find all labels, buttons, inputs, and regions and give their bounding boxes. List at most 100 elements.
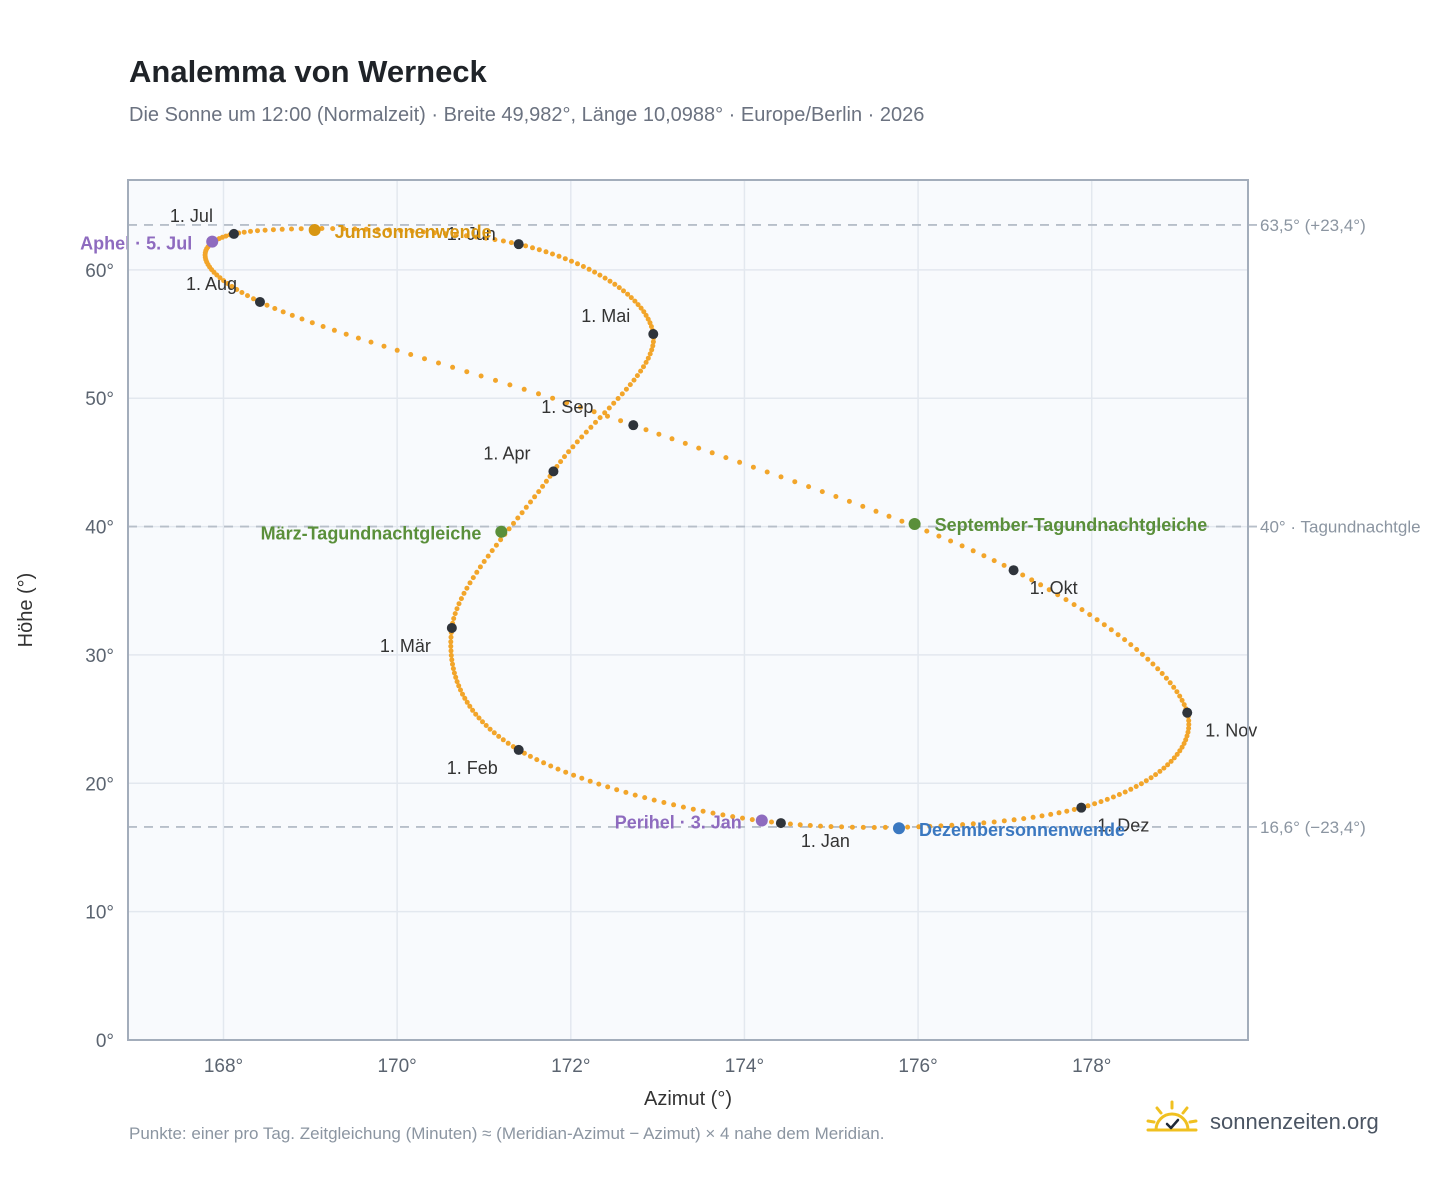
daily-point	[432, 230, 437, 236]
month-point	[228, 228, 239, 239]
event-label: Junisonnenwende	[335, 222, 492, 242]
daily-point	[272, 306, 278, 311]
daily-point	[1186, 718, 1192, 724]
daily-point	[916, 824, 922, 830]
daily-point	[635, 302, 641, 308]
brand[interactable]: sonnenzeiten.org	[1144, 1100, 1379, 1144]
daily-point	[558, 459, 564, 465]
daily-point	[828, 824, 834, 830]
daily-point	[571, 772, 577, 778]
month-label: 1. Feb	[447, 758, 498, 778]
daily-point	[470, 575, 476, 581]
daily-point	[270, 227, 276, 233]
daily-point	[1038, 582, 1044, 588]
daily-point	[750, 464, 756, 470]
daily-point	[709, 450, 715, 456]
daily-point	[398, 228, 404, 234]
daily-point	[650, 339, 656, 345]
event-markers: Junisonnenwende Dezembersonnenwende März-T…	[80, 222, 1207, 840]
daily-point	[849, 824, 855, 830]
daily-point	[532, 494, 538, 500]
daily-point	[564, 400, 570, 406]
daily-point	[1020, 572, 1026, 578]
daily-point	[1128, 786, 1134, 792]
daily-point	[221, 278, 227, 284]
daily-point	[464, 369, 470, 375]
daily-point	[298, 226, 304, 232]
daily-point	[540, 483, 546, 489]
daily-point	[1029, 577, 1035, 583]
daily-point	[248, 228, 253, 234]
daily-point	[671, 802, 677, 808]
daily-point	[448, 643, 454, 649]
daily-point	[309, 320, 315, 326]
daily-point	[680, 804, 686, 810]
daily-point	[493, 377, 498, 383]
daily-point	[341, 226, 347, 232]
daily-point	[661, 800, 667, 805]
daily-point	[614, 787, 620, 793]
daily-point	[1101, 622, 1107, 628]
daily-point	[462, 695, 468, 701]
daily-point	[797, 822, 803, 828]
daily-point	[229, 284, 235, 289]
daily-point	[924, 528, 930, 534]
daily-point	[536, 489, 542, 495]
daily-point	[1179, 697, 1185, 703]
brand-name[interactable]: sonnenzeiten.org	[1210, 1109, 1379, 1134]
daily-point	[1148, 775, 1154, 781]
daily-point	[959, 543, 965, 549]
daily-point	[621, 288, 626, 294]
daily-point	[461, 590, 467, 596]
daily-point	[489, 548, 495, 554]
daily-point	[1055, 592, 1061, 598]
daily-point	[239, 290, 245, 295]
daily-point	[1104, 796, 1110, 802]
daily-point	[451, 670, 457, 676]
daily-point	[886, 513, 892, 519]
daily-point	[611, 400, 617, 406]
daily-point	[616, 285, 622, 291]
chart-subtitle: Die Sonne um 12:00 (Normalzeit) · Breite…	[129, 104, 925, 126]
daily-point	[448, 652, 454, 658]
daily-point	[262, 227, 268, 233]
daily-point	[1186, 722, 1192, 727]
daily-point	[641, 364, 646, 370]
daily-point	[456, 601, 462, 607]
daily-point	[483, 723, 489, 728]
x-tick-label: 174°	[725, 1056, 764, 1077]
daily-point	[623, 386, 629, 392]
month-label: 1. Jan	[801, 831, 850, 851]
month-label: 1. Mär	[380, 636, 431, 656]
daily-point	[833, 494, 839, 499]
daily-point	[645, 355, 651, 361]
daily-point	[463, 233, 469, 239]
daily-point	[1092, 801, 1098, 807]
daily-point	[1184, 733, 1190, 739]
daily-point	[481, 559, 487, 564]
y-tick-label: 50°	[85, 389, 114, 410]
daily-point	[241, 229, 247, 235]
daily-point	[500, 238, 506, 244]
daily-point	[449, 657, 455, 663]
daily-point	[491, 730, 497, 736]
x-axis-label: Azimut (°)	[644, 1088, 732, 1110]
daily-point	[645, 316, 651, 322]
event-point	[206, 235, 219, 248]
daily-point	[570, 444, 576, 450]
daily-point	[860, 503, 866, 509]
daily-point	[631, 377, 637, 383]
daily-point	[806, 484, 812, 490]
daily-point	[523, 243, 529, 249]
daily-point	[818, 823, 823, 829]
daily-point	[578, 404, 583, 410]
daily-point	[623, 789, 629, 795]
daily-point	[871, 825, 877, 830]
daily-point	[1071, 807, 1077, 812]
daily-point	[519, 510, 525, 516]
daily-point	[1171, 755, 1177, 761]
daily-point	[927, 823, 933, 829]
daily-point	[899, 518, 905, 524]
daily-point	[408, 352, 414, 357]
